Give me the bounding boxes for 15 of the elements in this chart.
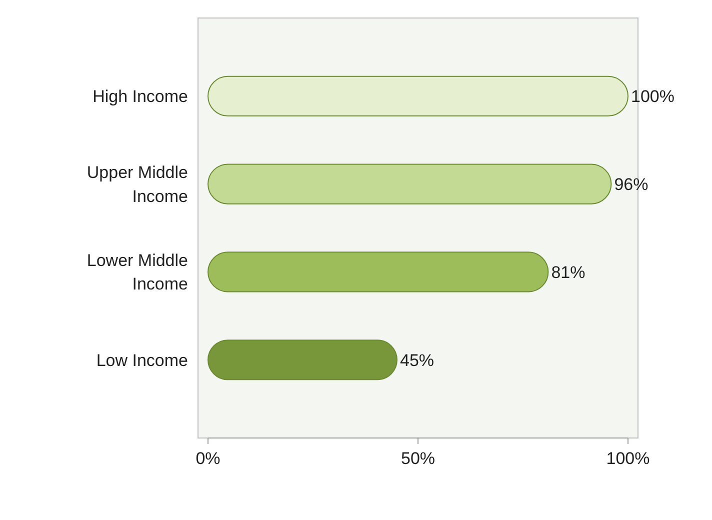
y-tick-label: Upper Middle Income	[86, 162, 188, 206]
y-tick-label: Low Income	[96, 350, 188, 370]
bar	[208, 340, 398, 380]
y-tick-label: Lower Middle Income	[86, 250, 188, 294]
x-tick-label: 50%	[400, 449, 436, 468]
data-label: 81%	[551, 262, 586, 282]
data-label: 45%	[400, 350, 434, 370]
y-tick-label: High Income	[92, 87, 188, 106]
x-tick-label: 0%	[196, 449, 220, 468]
bar	[208, 76, 628, 116]
bar	[208, 252, 549, 292]
data-label: 96%	[614, 174, 648, 194]
bar	[208, 164, 612, 204]
data-label: 100%	[631, 87, 674, 106]
x-tick-label: 100%	[606, 449, 650, 468]
